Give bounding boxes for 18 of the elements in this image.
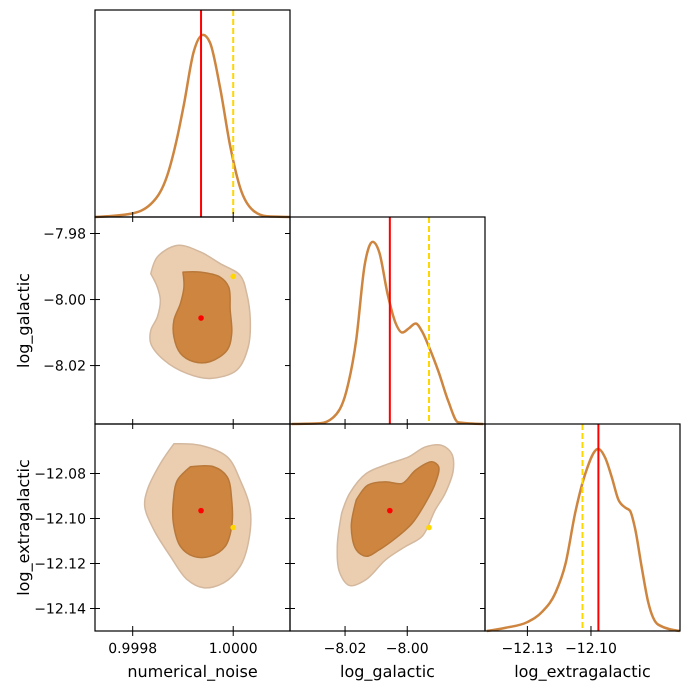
x-tick-label: −12.10	[565, 641, 617, 657]
y-axis-title: log_galactic	[14, 273, 33, 368]
y-tick-label: −7.98	[43, 226, 86, 242]
x-axis-title: log_galactic	[340, 662, 435, 681]
y-tick-label: −12.14	[34, 601, 86, 618]
x-tick-label: −12.13	[501, 641, 554, 657]
y-tick-label: −12.08	[34, 466, 86, 482]
x-axis-title: log_extragalactic	[514, 662, 651, 681]
x-tick-label: −8.02	[324, 641, 366, 657]
x-tick-label: 1.0000	[208, 641, 258, 657]
y-axis-title: log_extragalactic	[14, 459, 33, 596]
y-tick-label: −8.00	[43, 292, 86, 308]
x-tick-label: −8.00	[386, 641, 429, 657]
x-axis-title: numerical_noise	[127, 662, 258, 681]
x-tick-label: 0.9998	[108, 641, 158, 657]
y-tick-label: −12.12	[34, 556, 86, 572]
y-tick-label: −8.02	[43, 358, 86, 374]
y-tick-label: −12.10	[34, 511, 86, 528]
